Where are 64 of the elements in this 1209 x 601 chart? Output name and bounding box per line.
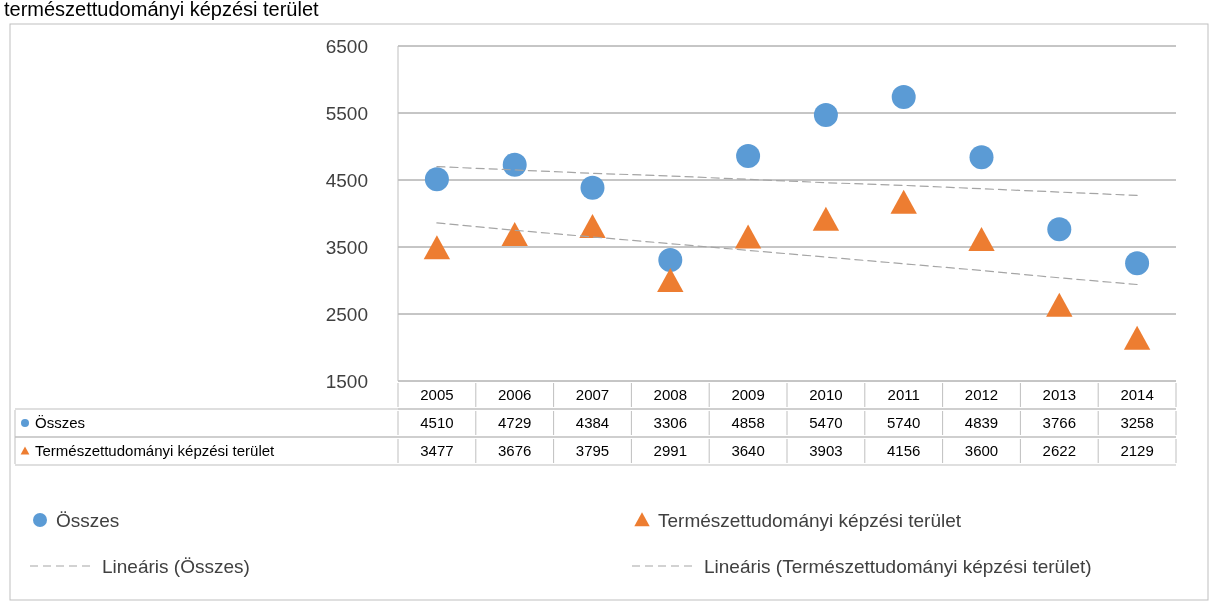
y-tick-label: 2500 <box>325 303 368 325</box>
data-label: 4510 <box>420 414 454 432</box>
point <box>1047 217 1072 242</box>
point <box>968 227 995 252</box>
legend-label: Összes <box>35 414 86 432</box>
data-label: 3477 <box>420 442 454 460</box>
text: Összes <box>56 509 120 531</box>
data-label: 3306 <box>653 414 687 432</box>
point <box>657 267 684 292</box>
x-tick-label: 2006 <box>498 386 532 404</box>
point <box>734 224 762 249</box>
x-tick-label: 2011 <box>887 386 920 404</box>
data-label: 3903 <box>809 442 843 460</box>
legend-label: Lineáris (Összes) <box>102 555 250 577</box>
data-label: 4384 <box>575 414 610 432</box>
data-label: 3676 <box>498 442 532 460</box>
x-tick-label: 2009 <box>731 386 765 404</box>
text: Természettudományi képzési terület <box>35 442 275 460</box>
y-tick-label: 3500 <box>325 236 368 258</box>
y-tick-label: 5500 <box>325 102 368 124</box>
point <box>890 189 917 214</box>
point <box>1125 251 1150 276</box>
y-tick-label: 1500 <box>325 370 368 392</box>
data-label: 3766 <box>1042 414 1076 432</box>
x-tick-label: 2014 <box>1120 386 1154 404</box>
point <box>1123 325 1151 350</box>
point <box>969 145 994 170</box>
x-tick-label: 2008 <box>653 386 687 404</box>
line-series <box>436 222 1138 286</box>
data-label: 3795 <box>575 442 610 460</box>
point <box>1046 292 1073 317</box>
point <box>501 222 528 247</box>
y-tick-label: 6500 <box>325 35 368 57</box>
point <box>891 84 916 109</box>
point <box>658 248 683 272</box>
data-label: 2622 <box>1042 442 1076 460</box>
point <box>579 214 606 239</box>
x-tick-label: 2007 <box>575 386 610 404</box>
point <box>813 103 838 128</box>
data-label: 3600 <box>964 442 999 460</box>
data-label: 3258 <box>1120 414 1154 432</box>
data-label: 4839 <box>964 414 999 432</box>
data-label: 5470 <box>809 414 843 432</box>
data-label: 4858 <box>731 414 765 432</box>
data-label: 4156 <box>887 442 921 460</box>
data-label: 3640 <box>731 442 765 460</box>
x-tick-label: 2013 <box>1042 386 1076 404</box>
text: természettudományi képzési terület <box>4 0 320 20</box>
data-label: 4729 <box>498 414 532 432</box>
data-label: 2129 <box>1120 442 1154 460</box>
point <box>502 152 527 177</box>
data-label: 5740 <box>887 414 921 432</box>
x-tick-label: 2012 <box>964 386 999 404</box>
x-tick-label: 2010 <box>809 386 843 404</box>
point <box>423 235 451 260</box>
legend-label: Természettudományi képzési terület <box>658 509 962 531</box>
point <box>580 175 605 200</box>
x-tick-label: 2005 <box>420 386 454 404</box>
point <box>812 206 840 231</box>
point <box>424 167 449 192</box>
data-label: 2991 <box>653 442 687 460</box>
y-tick-label: 4500 <box>325 169 368 191</box>
point <box>736 144 761 169</box>
legend-label: Lineáris (Természettudományi képzési terület) <box>704 555 1092 577</box>
